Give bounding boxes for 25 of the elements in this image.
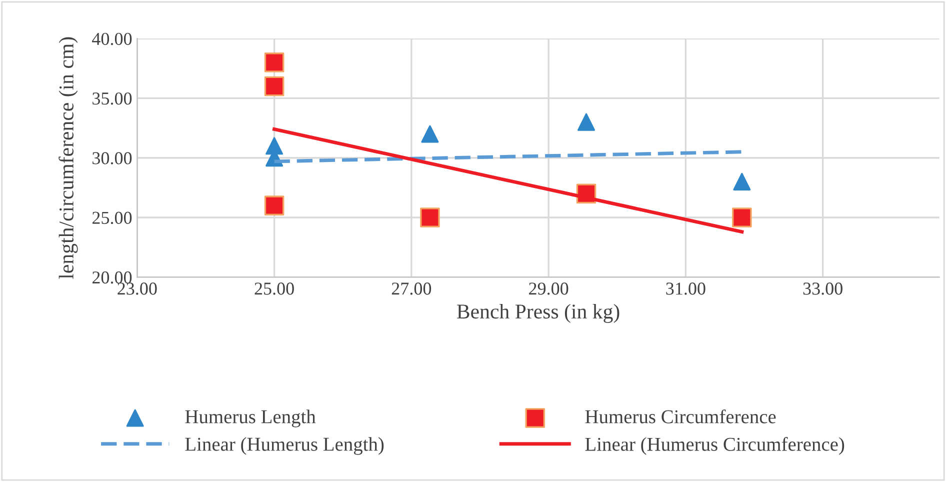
y-axis-title: length/circumference (in cm) <box>58 37 78 279</box>
y-tick-label: 30.00 <box>92 152 132 164</box>
y-tick-label: 40.00 <box>92 32 132 46</box>
legend-label: Linear (Humerus Length) <box>185 437 384 455</box>
legend-label: Humerus Length <box>185 410 316 428</box>
point <box>421 125 439 143</box>
x-tick-label: 33.00 <box>803 282 842 295</box>
point <box>578 113 596 131</box>
point <box>733 172 751 190</box>
legend-label: Linear (Humerus Circumference) <box>585 437 844 455</box>
y-tick-label: 20.00 <box>92 271 132 284</box>
x-tick-label: 31.00 <box>666 282 706 295</box>
y-tick-label: 35.00 <box>92 92 132 105</box>
legend-label: Humerus Circumference <box>585 409 776 424</box>
x-axis-title: Bench Press (in kg) <box>457 304 620 323</box>
x-tick-label: 27.00 <box>392 282 432 295</box>
x-tick-label: 23.00 <box>118 282 157 295</box>
point <box>264 52 284 72</box>
point <box>264 196 284 216</box>
x-tick-label: 25.00 <box>254 282 294 295</box>
point <box>420 208 440 228</box>
point <box>732 208 752 228</box>
x-tick-label: 29.00 <box>529 282 568 295</box>
point <box>264 76 284 96</box>
y-tick-label: 25.00 <box>92 212 132 224</box>
